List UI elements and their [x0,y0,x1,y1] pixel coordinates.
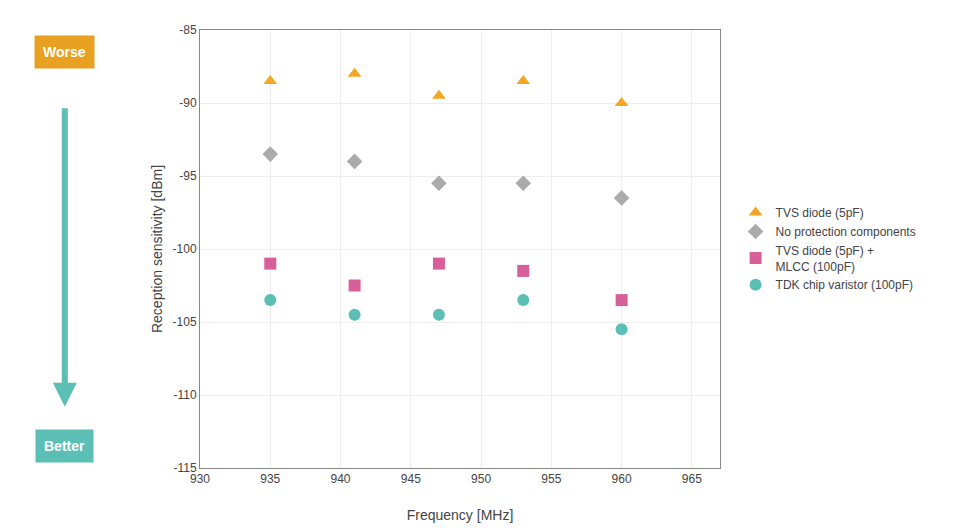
svg-text:-95: -95 [179,169,197,183]
svg-text:TVS diode (5pF): TVS diode (5pF) [776,206,864,220]
svg-text:-115: -115 [173,461,196,475]
svg-text:Reception sensitivity [dBm]: Reception sensitivity [dBm] [149,165,165,333]
svg-text:-110: -110 [173,388,196,402]
svg-text:No protection components: No protection components [776,225,916,239]
svg-text:955: 955 [541,472,561,486]
svg-text:960: 960 [612,472,632,486]
svg-text:-85: -85 [179,23,197,37]
svg-text:-90: -90 [179,96,197,110]
svg-text:TVS diode (5pF) +MLCC (100pF): TVS diode (5pF) +MLCC (100pF) [776,244,874,274]
svg-text:Worse: Worse [43,44,86,60]
svg-text:965: 965 [682,472,702,486]
svg-text:940: 940 [331,472,351,486]
svg-text:935: 935 [260,472,280,486]
svg-text:930: 930 [190,472,210,486]
svg-text:Better: Better [44,438,85,454]
svg-text:950: 950 [471,472,491,486]
svg-text:-100: -100 [173,242,197,256]
svg-text:TDK chip varistor (100pF): TDK chip varistor (100pF) [776,278,913,292]
svg-text:Frequency [MHz]: Frequency [MHz] [407,507,514,523]
svg-text:-105: -105 [173,315,197,329]
svg-text:945: 945 [401,472,421,486]
